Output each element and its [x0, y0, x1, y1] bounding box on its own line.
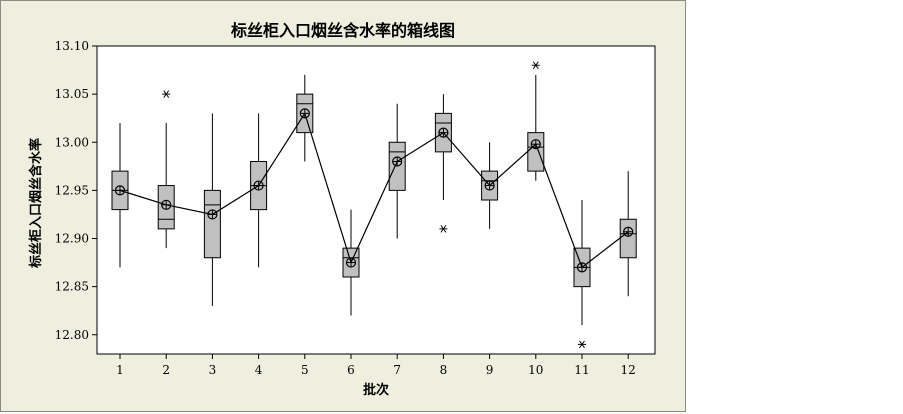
x-tick-label: 7 [393, 363, 401, 377]
box-item [203, 113, 221, 306]
mean-marker [161, 199, 172, 210]
mean-marker [345, 257, 357, 268]
x-tick-label: 3 [209, 363, 217, 377]
x-axis: 1 2 3 4 5 6 7 8 9 10 11 12 [116, 354, 636, 377]
plot-area [96, 45, 656, 355]
outlier-marker [439, 225, 448, 233]
box-body [619, 218, 637, 259]
outlier-marker [531, 61, 540, 70]
y-axis-label: 标丝柜入口烟丝含水率 [28, 138, 44, 269]
x-tick-label: 10 [528, 363, 543, 377]
mean-marker [253, 180, 264, 191]
y-tick-label: 12.95 [55, 183, 89, 197]
mean-marker [484, 180, 495, 191]
x-tick-label: 6 [347, 363, 355, 377]
y-axis: 12.80 12.85 12.90 12.95 13.00 13.05 13.10 [55, 39, 97, 342]
x-axis-label: 批次 [363, 382, 389, 398]
chart-title: 标丝柜入口烟丝含水率的箱线图 [230, 21, 455, 40]
mean-marker [114, 185, 126, 196]
x-tick-label: 8 [440, 363, 448, 377]
y-tick-label: 13.00 [55, 135, 89, 149]
mean-markers [114, 108, 634, 273]
mean-connect-line [119, 111, 629, 269]
y-tick-label: 13.10 [55, 39, 89, 53]
x-tick-label: 9 [486, 363, 494, 377]
box-body [527, 132, 545, 172]
mean-marker [576, 262, 588, 273]
x-tick-label: 2 [162, 363, 170, 377]
y-tick-label: 12.80 [55, 328, 89, 342]
mean-marker [438, 127, 449, 138]
mean-marker [530, 139, 541, 150]
mean-marker [623, 226, 634, 237]
y-tick-label: 12.85 [55, 280, 89, 294]
x-tick-label: 12 [621, 363, 636, 377]
x-tick-label: 1 [116, 363, 124, 377]
x-tick-label: 5 [301, 363, 309, 377]
x-tick-label: 4 [255, 363, 263, 377]
mean-marker [207, 209, 218, 220]
outlier-marker [578, 340, 586, 349]
box-body [203, 189, 221, 259]
mean-marker [299, 108, 310, 119]
y-tick-label: 12.90 [55, 232, 89, 246]
mean-marker [392, 156, 403, 167]
y-tick-label: 13.05 [55, 87, 89, 101]
x-tick-label: 11 [574, 363, 589, 377]
outlier-marker [162, 90, 171, 98]
